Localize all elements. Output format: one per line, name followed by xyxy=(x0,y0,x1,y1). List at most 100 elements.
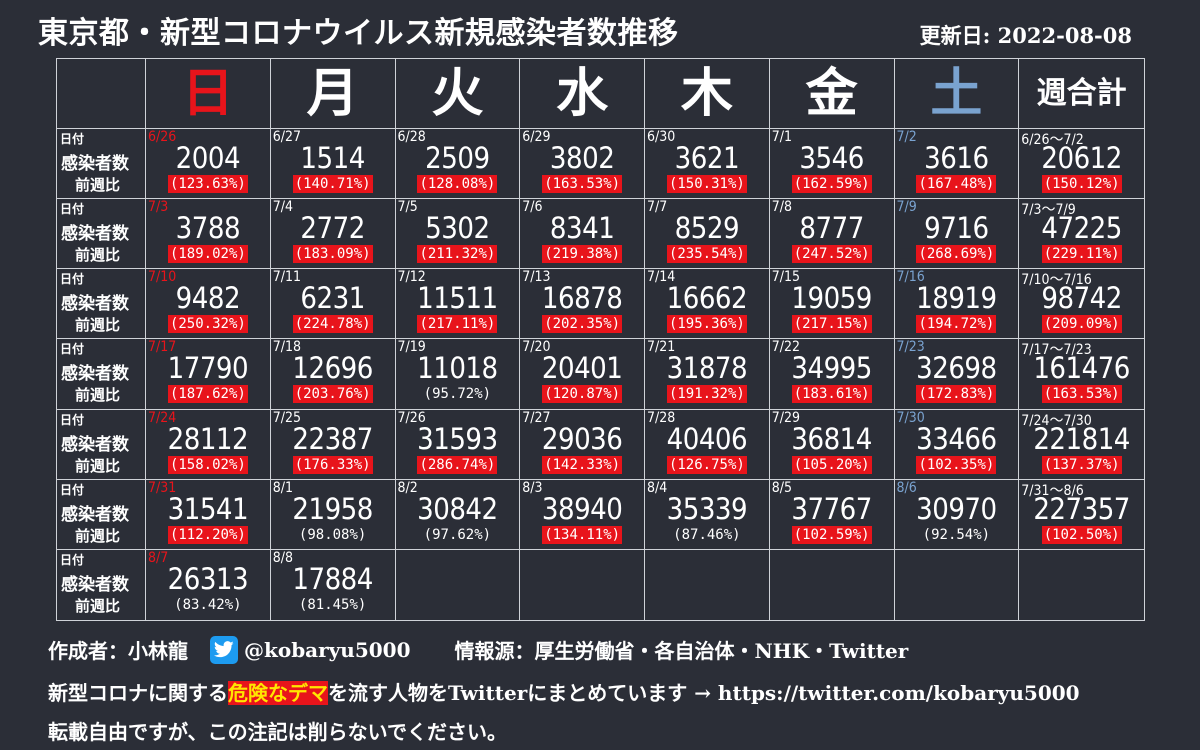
day-cell: 7/31 31541 (112.20%) xyxy=(146,479,271,550)
day-cell: 7/1 3546 (162.59%) xyxy=(769,129,895,200)
cell-ratio: (98.08%) xyxy=(271,528,395,542)
cell-cases: 33466 xyxy=(916,421,997,456)
cell-date: 7/29 xyxy=(771,409,801,426)
cell-date: 7/28 xyxy=(647,409,676,426)
day-cell: 6/26 2004 (123.63%) xyxy=(146,129,271,200)
cell-ratio: (112.20%) xyxy=(146,525,270,544)
cell-date: 7/8 xyxy=(771,199,793,216)
row-label-cases: 感染者数 xyxy=(61,154,129,174)
header-5: 木 xyxy=(645,59,770,129)
cell-ratio: (172.83%) xyxy=(895,385,1019,404)
cell-date: 7/3〜7/9 xyxy=(1021,202,1076,219)
ratio-value: (176.33%) xyxy=(292,455,373,474)
day-cell: 7/20 20401 (120.87%) xyxy=(520,339,645,410)
ratio-value: (183.61%) xyxy=(791,385,872,404)
cell-date: 6/26〜7/2 xyxy=(1021,132,1084,148)
cell-date: 8/2 xyxy=(397,479,418,496)
ratio-value: (128.08%) xyxy=(417,175,498,193)
ratio-value: (189.02%) xyxy=(167,245,248,264)
cell-ratio: (140.71%) xyxy=(271,175,395,193)
cell-cases: 28112 xyxy=(167,421,249,456)
twitter-handle[interactable]: @kobaryu5000 xyxy=(244,637,411,662)
ratio-value: (137.37%) xyxy=(1041,455,1122,474)
cell-date: 7/15 xyxy=(771,269,801,286)
day-cell: 6/27 1514 (140.71%) xyxy=(270,129,396,200)
day-cell: 7/2 3616 (167.48%) xyxy=(894,129,1020,200)
cell-cases: 5302 xyxy=(425,211,490,246)
day-cell: 7/5 5302 (211.32%) xyxy=(395,199,521,270)
ratio-value: (167.48%) xyxy=(916,175,997,193)
header-corner xyxy=(57,59,146,129)
cell-date: 6/28 xyxy=(397,129,426,145)
cell-ratio: (286.74%) xyxy=(396,455,520,474)
cell-date: 7/11 xyxy=(272,269,302,286)
row-label-date: 日付 xyxy=(60,272,85,287)
ratio-value: (87.46%) xyxy=(673,526,741,543)
ratio-value: (83.42%) xyxy=(174,596,242,613)
cell-cases: 47225 xyxy=(1041,211,1122,246)
cell-date: 7/10〜7/16 xyxy=(1021,272,1092,289)
row-label: 日付 感染者数 前週比 xyxy=(57,339,146,410)
cell-ratio: (120.87%) xyxy=(520,385,644,404)
cell-ratio: (123.63%) xyxy=(146,175,270,193)
footer-reprint-note: 転載自由ですが、この注記は削らないでください。 xyxy=(48,720,507,744)
row-label-ratio: 前週比 xyxy=(75,526,121,545)
cell-date: 7/22 xyxy=(771,339,801,356)
ratio-value: (194.72%) xyxy=(916,315,997,334)
weekly-cases-table: 日月火水木金土週合計 日付 感染者数 前週比 6/26 2004 (123.63%) 6/27… xyxy=(56,58,1145,621)
ratio-value: (158.02%) xyxy=(167,455,248,474)
cell-cases: 34995 xyxy=(791,351,872,386)
ratio-value: (217.11%) xyxy=(417,315,498,334)
row-label-ratio: 前週比 xyxy=(75,456,121,475)
cell-cases: 37767 xyxy=(791,491,872,526)
cell-date: 7/3 xyxy=(148,199,169,216)
day-cell: 7/9 9716 (268.69%) xyxy=(894,199,1020,270)
day-cell: 7/30 33466 (102.35%) xyxy=(894,409,1020,480)
notice-before: 新型コロナに関する xyxy=(48,681,228,705)
row-label-date: 日付 xyxy=(60,202,85,217)
cell-cases: 35339 xyxy=(666,491,748,526)
cell-date: 7/16 xyxy=(896,269,925,286)
cell-date: 7/10 xyxy=(148,269,177,286)
day-cell: 7/26 31593 (286.74%) xyxy=(395,409,521,480)
day-cell: 7/17 17790 (187.62%) xyxy=(146,339,271,410)
ratio-value: (247.52%) xyxy=(791,245,872,264)
cell-date: 7/21 xyxy=(647,339,676,356)
notice-after: を流す人物をTwitterにまとめています → https://twitter.… xyxy=(328,681,1080,705)
day-cell: 7/17〜7/23 161476 (163.53%) xyxy=(1019,339,1144,410)
cell-date: 7/25 xyxy=(272,409,302,426)
ratio-value: (191.32%) xyxy=(666,385,747,404)
ratio-value: (211.32%) xyxy=(417,245,498,264)
cell-date: 8/8 xyxy=(272,549,294,566)
cell-cases: 2509 xyxy=(425,141,490,175)
cell-ratio: (150.12%) xyxy=(1019,175,1144,193)
cell-date: 7/30 xyxy=(896,409,925,426)
updated-date: 更新日: 2022-08-08 xyxy=(919,23,1132,48)
row-label-date: 日付 xyxy=(60,482,85,497)
cell-ratio: (97.62%) xyxy=(396,528,520,542)
day-cell: 7/22 34995 (183.61%) xyxy=(769,339,895,410)
cell-ratio: (92.54%) xyxy=(895,528,1019,542)
ratio-value: (195.36%) xyxy=(666,315,747,334)
ratio-value: (268.69%) xyxy=(916,245,997,264)
cell-ratio: (150.31%) xyxy=(645,175,769,193)
day-cell xyxy=(895,549,1020,620)
cell-cases: 2004 xyxy=(175,141,241,175)
day-cell: 7/12 11511 (217.11%) xyxy=(395,269,521,340)
row-label-ratio: 前週比 xyxy=(75,246,121,265)
cell-cases: 21958 xyxy=(292,491,373,526)
cell-ratio: (183.09%) xyxy=(271,245,395,264)
cell-ratio: (203.76%) xyxy=(271,385,395,404)
cell-ratio: (176.33%) xyxy=(271,455,395,474)
cell-cases: 3546 xyxy=(799,141,864,175)
cell-ratio: (95.72%) xyxy=(396,387,520,401)
ratio-value: (92.54%) xyxy=(922,526,991,543)
cell-cases: 38940 xyxy=(541,491,623,526)
cell-date: 7/31〜8/6 xyxy=(1021,482,1084,499)
cell-ratio: (163.53%) xyxy=(1019,385,1144,404)
cell-cases: 16662 xyxy=(666,281,748,316)
ratio-value: (120.87%) xyxy=(542,385,623,404)
ratio-value: (163.53%) xyxy=(542,175,623,193)
cell-date: 7/17 xyxy=(148,339,177,356)
cell-date: 7/9 xyxy=(896,199,917,216)
